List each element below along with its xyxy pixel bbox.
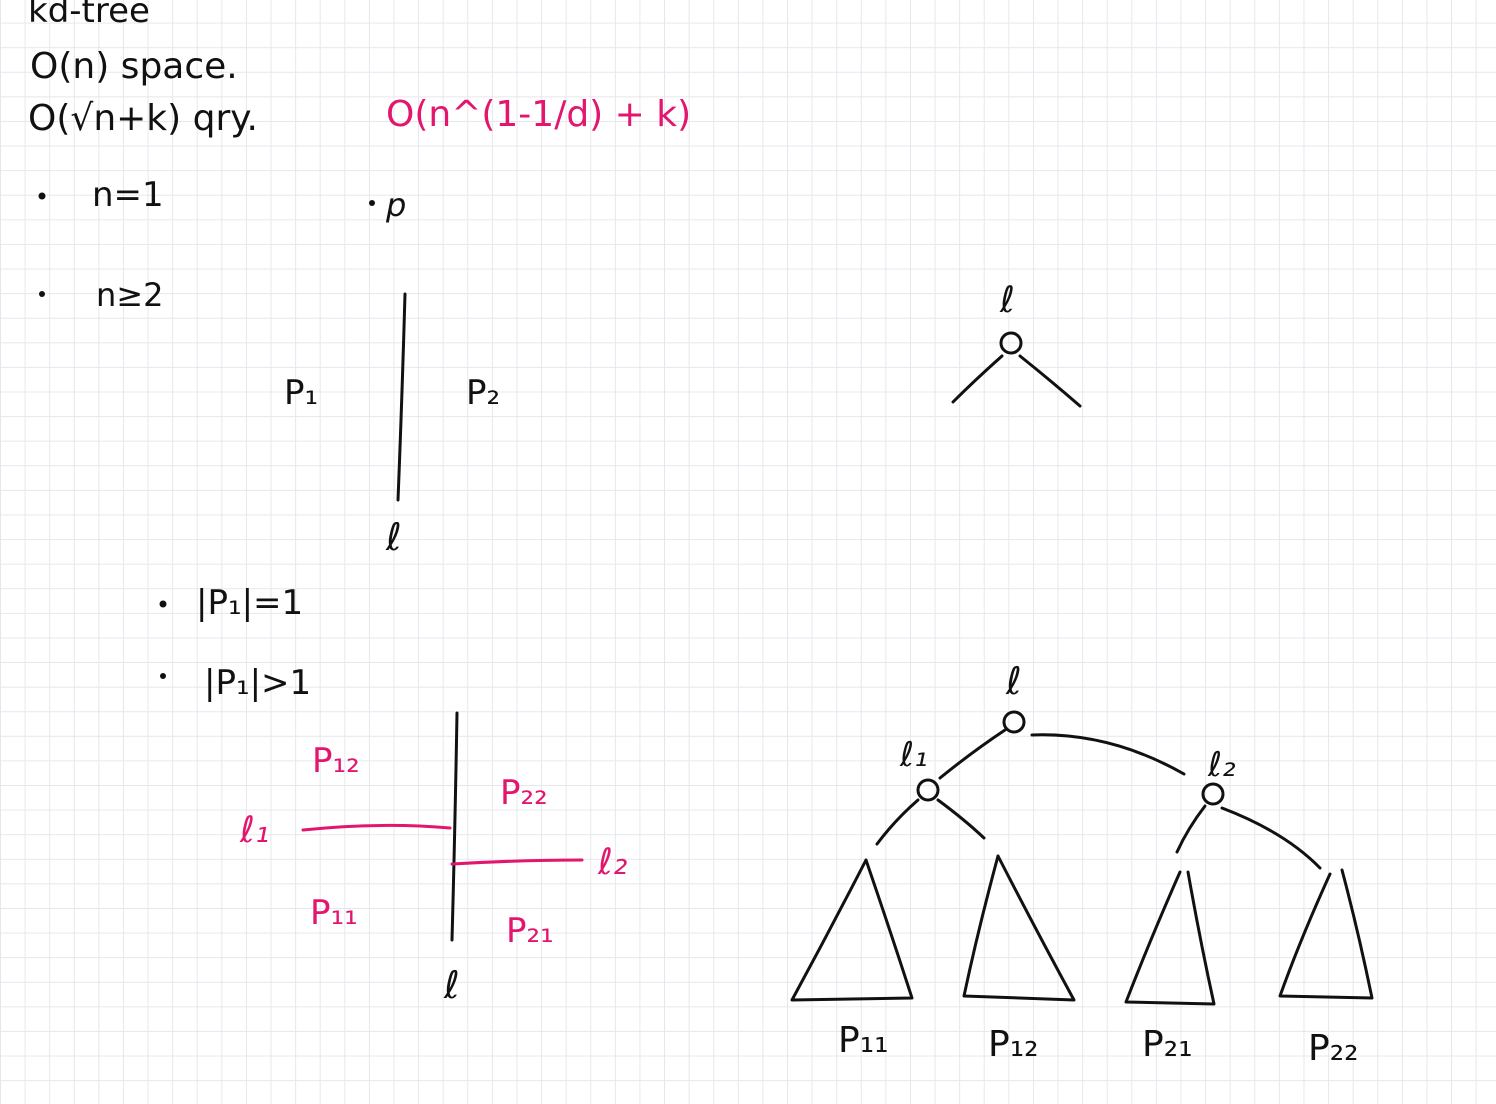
edge-right-right: [1220, 806, 1322, 870]
bullet-p1-equals-1: |P₁|=1: [196, 583, 303, 623]
query-complexity: O(√n+k) qry.: [28, 98, 258, 139]
edge-right-left: [1175, 804, 1207, 854]
set-p1-label: P₁: [284, 373, 318, 413]
query-complexity-general: O(n^(1-1/d) + k): [386, 94, 691, 135]
small-tree: ℓ: [951, 280, 1082, 408]
big-tree-left-child-label: ℓ₁: [899, 735, 928, 775]
space-complexity: O(n) space.: [30, 46, 238, 87]
line-l1-label: ℓ₁: [239, 810, 269, 851]
split-diagram: P₁ P₂ ℓ: [284, 292, 500, 559]
point-dot: [369, 200, 375, 206]
big-tree: ℓ ℓ₁ ℓ₂ P₁₁ P₁₂ P₂₁ P₂₂: [790, 659, 1374, 1069]
sub-bullet-list: |P₁|=1 |P₁|>1: [159, 583, 311, 703]
leaf-label: P₁₂: [988, 1024, 1039, 1065]
split-line-l1: [301, 823, 452, 832]
leaf-label: P₁₁: [838, 1020, 889, 1061]
bullet-list: n=1 p n≥2: [38, 175, 406, 314]
split-line-label: ℓ: [385, 515, 402, 559]
point-p-label: p: [385, 186, 406, 224]
small-tree-root-node: [999, 331, 1023, 355]
region-p12-label: P₁₂: [312, 741, 360, 781]
big-tree-root-label: ℓ: [1005, 659, 1022, 703]
subtree-triangle-p22: [1278, 868, 1374, 1000]
main-split-line: [450, 711, 459, 942]
subtree-triangle-p11: [790, 858, 914, 1002]
region-p11-label: P₁₁: [310, 893, 358, 933]
notes-header: kd-tree O(n) space. O(√n+k) qry. O(n^(1-…: [28, 0, 691, 139]
bullet-dot: [160, 673, 166, 679]
leaf-label: P₂₁: [1142, 1024, 1193, 1065]
set-p2-label: P₂: [466, 373, 500, 413]
title-kd-tree: kd-tree: [28, 0, 150, 31]
edge-root-left: [938, 728, 1007, 780]
small-tree-right-edge: [1018, 354, 1082, 408]
line-l2-label: ℓ₂: [597, 842, 627, 883]
main-line-label: ℓ: [443, 963, 460, 1007]
bullet-n-geq-2: n≥2: [96, 276, 163, 314]
small-tree-left-edge: [951, 354, 1004, 404]
bullet-dot: [159, 600, 167, 608]
split-line: [396, 292, 407, 502]
bullet-p1-greater-1: |P₁|>1: [204, 663, 311, 703]
edge-left-right: [936, 798, 986, 840]
bullet-dot: [39, 291, 45, 297]
bullet-dot: [38, 192, 46, 200]
split-line-l2: [450, 858, 584, 866]
leaf-label: P₂₂: [1308, 1028, 1359, 1069]
edge-left-left: [875, 798, 920, 846]
region-p22-label: P₂₂: [500, 773, 548, 813]
big-tree-right-child-label: ℓ₂: [1207, 745, 1236, 785]
subtree-triangle-p21: [1124, 870, 1216, 1006]
big-tree-right-child-node: [1201, 782, 1225, 806]
subtree-triangle-p12: [962, 854, 1076, 1002]
bullet-n-equals-1: n=1: [92, 175, 164, 215]
small-tree-root-label: ℓ: [999, 280, 1015, 321]
sub-split-diagram: P₁₂ P₂₂ P₁₁ P₂₁ ℓ₁ ℓ₂ ℓ: [239, 711, 627, 1007]
big-tree-root-node: [1002, 710, 1026, 734]
region-p21-label: P₂₁: [506, 911, 554, 951]
big-tree-left-child-node: [916, 778, 940, 802]
edge-root-right: [1030, 733, 1186, 776]
